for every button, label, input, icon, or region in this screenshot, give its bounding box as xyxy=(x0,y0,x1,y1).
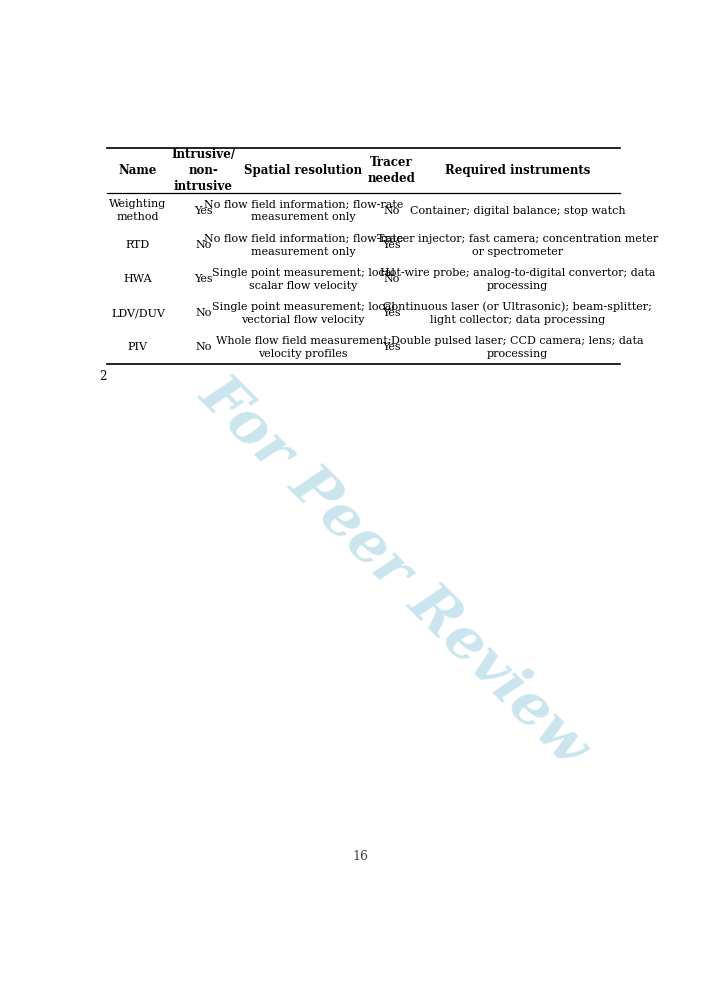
Text: No: No xyxy=(384,275,400,284)
Text: Yes: Yes xyxy=(382,342,401,352)
Text: Spatial resolution: Spatial resolution xyxy=(244,164,363,178)
Text: Name: Name xyxy=(119,164,157,178)
Text: PIV: PIV xyxy=(128,342,148,352)
Text: Hot-wire probe; analog-to-digital convertor; data
processing: Hot-wire probe; analog-to-digital conver… xyxy=(379,268,655,290)
Text: Yes: Yes xyxy=(382,308,401,319)
Text: HWA: HWA xyxy=(124,275,152,284)
Text: Yes: Yes xyxy=(194,275,213,284)
Text: LDV/DUV: LDV/DUV xyxy=(111,308,165,319)
Text: No: No xyxy=(384,206,400,216)
Text: Whole flow field measurement;
velocity profiles: Whole flow field measurement; velocity p… xyxy=(215,336,391,358)
Text: Required instruments: Required instruments xyxy=(445,164,590,178)
Text: Yes: Yes xyxy=(194,206,213,216)
Text: Container; digital balance; stop watch: Container; digital balance; stop watch xyxy=(410,206,625,216)
Text: No: No xyxy=(195,308,211,319)
Text: 2: 2 xyxy=(99,370,106,383)
Text: 16: 16 xyxy=(353,850,369,863)
Text: For Peer Review: For Peer Review xyxy=(188,365,599,777)
Text: Yes: Yes xyxy=(382,240,401,250)
Text: No: No xyxy=(195,342,211,352)
Text: Tracer injector; fast camera; concentration meter
or spectrometer: Tracer injector; fast camera; concentrat… xyxy=(377,234,658,257)
Text: Intrusive/
non-
intrusive: Intrusive/ non- intrusive xyxy=(171,148,235,193)
Text: No flow field information; flow-rate
measurement only: No flow field information; flow-rate mea… xyxy=(203,199,403,222)
Text: Single point measurement; local
scalar flow velocity: Single point measurement; local scalar f… xyxy=(212,268,395,290)
Text: RTD: RTD xyxy=(126,240,150,250)
Text: Tracer
needed: Tracer needed xyxy=(367,156,415,185)
Text: No flow field information; flow-rate
measurement only: No flow field information; flow-rate mea… xyxy=(203,234,403,257)
Text: No: No xyxy=(195,240,211,250)
Text: Double pulsed laser; CCD camera; lens; data
processing: Double pulsed laser; CCD camera; lens; d… xyxy=(391,336,643,358)
Text: Single point measurement; local
vectorial flow velocity: Single point measurement; local vectoria… xyxy=(212,302,395,325)
Text: Continuous laser (or Ultrasonic); beam-splitter;
light collector; data processin: Continuous laser (or Ultrasonic); beam-s… xyxy=(383,302,652,325)
Text: Weighting
method: Weighting method xyxy=(109,199,166,222)
